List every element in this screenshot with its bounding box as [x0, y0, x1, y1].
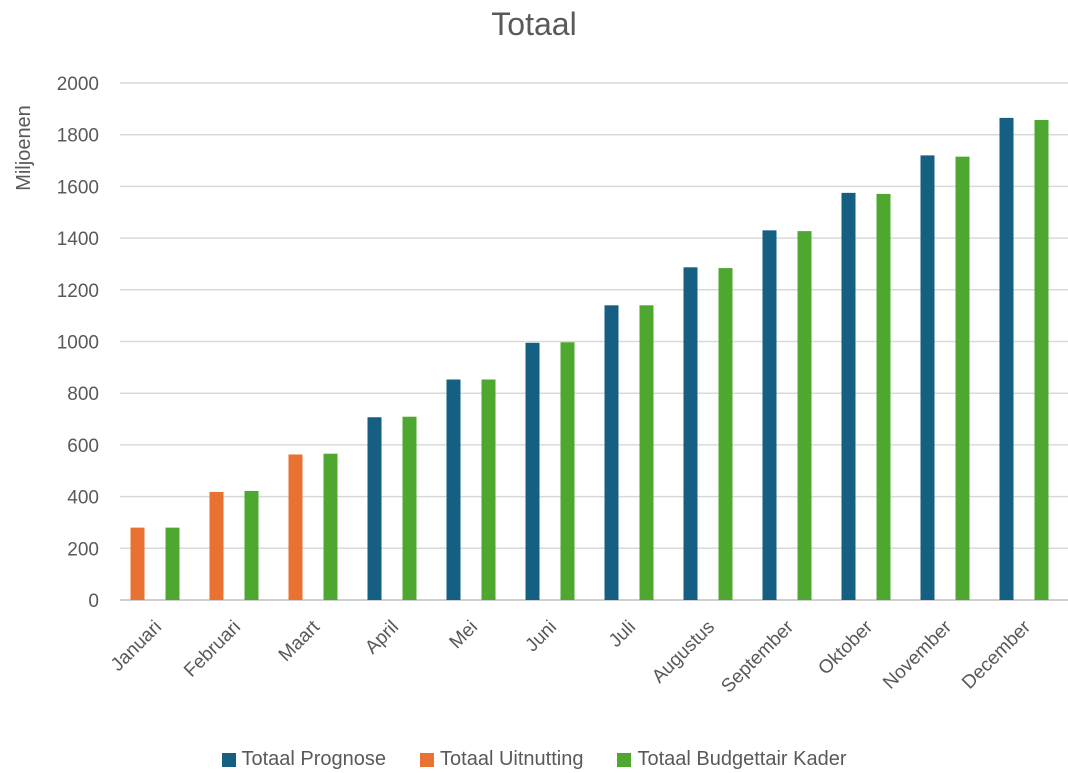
bar-totaal-prognose-december	[999, 117, 1014, 601]
bar-totaal-prognose-augustus	[683, 267, 698, 600]
x-tick-label: Augustus	[648, 617, 719, 688]
y-axis-title: Miljoenen	[13, 105, 35, 191]
y-tick-label: 200	[67, 539, 99, 560]
bar-totaal-uitnutting-maart	[288, 454, 303, 600]
chart-title: Totaal	[491, 6, 577, 42]
bar-chart: 0 200 400 600 800 1000 1200 1400 1600 1800 2000 Ja…	[13, 74, 1068, 697]
y-axis-ticks: 0 200 400 600 800 1000 1200 1400 1600 1800 2000	[57, 74, 99, 612]
bar-totaal-uitnutting-februari	[209, 491, 224, 600]
x-tick-label: Januari	[107, 617, 166, 676]
legend-item: Totaal Prognose	[221, 748, 387, 771]
x-tick-label: December	[958, 616, 1035, 693]
x-tick-label: Juli	[605, 617, 640, 652]
x-tick-label: Oktober	[814, 616, 877, 679]
bar-totaal-prognose-april	[367, 417, 382, 600]
y-tick-label: 600	[67, 436, 99, 457]
bar-totaal-budgettair-kader-oktober	[876, 193, 891, 601]
bar-totaal-prognose-september	[762, 230, 777, 600]
y-tick-label: 1000	[57, 333, 99, 354]
bar-totaal-budgettair-kader-januari	[165, 527, 180, 600]
bar-totaal-budgettair-kader-augustus	[718, 268, 733, 600]
bar-totaal-budgettair-kader-februari	[244, 490, 259, 600]
gridlines	[120, 82, 1068, 601]
x-tick-label: Februari	[180, 617, 245, 682]
legend-item: Totaal Budgettair Kader	[617, 748, 847, 771]
bar-totaal-budgettair-kader-november	[955, 156, 970, 601]
bar-totaal-budgettair-kader-mei	[481, 379, 496, 600]
bar-totaal-budgettair-kader-april	[402, 416, 417, 600]
x-axis-ticks: Januari Februari Maart April Mei Juni Juli Augu…	[107, 616, 1035, 697]
legend-swatch	[420, 752, 435, 767]
bar-totaal-prognose-juli	[604, 305, 619, 600]
x-tick-label: April	[361, 617, 403, 659]
legend-label: Totaal Uitnutting	[440, 748, 584, 770]
y-tick-label: 2000	[57, 74, 99, 95]
y-tick-label: 1200	[57, 281, 99, 302]
bar-totaal-uitnutting-januari	[130, 527, 145, 600]
bar-totaal-prognose-juni	[525, 342, 540, 600]
legend-label: Totaal Budgettair Kader	[637, 748, 847, 770]
bar-totaal-budgettair-kader-maart	[323, 453, 338, 600]
x-tick-label: November	[879, 616, 956, 693]
x-tick-label: Maart	[275, 616, 325, 666]
bar-totaal-prognose-november	[920, 155, 935, 600]
bar-totaal-budgettair-kader-september	[797, 231, 812, 601]
x-tick-label: Juni	[522, 617, 561, 656]
y-tick-label: 800	[67, 384, 99, 405]
legend-label: Totaal Prognose	[241, 748, 387, 770]
y-tick-label: 400	[67, 488, 99, 509]
y-tick-label: 1600	[57, 177, 99, 198]
legend-item: Totaal Uitnutting	[420, 748, 583, 771]
x-tick-label: Mei	[446, 617, 483, 654]
legend-swatch	[221, 752, 236, 767]
y-tick-label: 0	[88, 591, 99, 612]
legend: Totaal Prognose Totaal Uitnutting Totaal B…	[0, 748, 1068, 771]
bar-totaal-budgettair-kader-juli	[639, 305, 654, 600]
x-tick-label: September	[717, 616, 798, 697]
bar-totaal-prognose-mei	[446, 379, 461, 600]
y-tick-label: 1400	[57, 229, 99, 250]
bar-totaal-budgettair-kader-december	[1034, 119, 1049, 600]
legend-swatch	[617, 752, 632, 767]
bars	[130, 117, 1049, 601]
bar-totaal-budgettair-kader-juni	[560, 342, 575, 600]
y-tick-label: 1800	[57, 126, 99, 147]
bar-totaal-prognose-oktober	[841, 192, 856, 601]
